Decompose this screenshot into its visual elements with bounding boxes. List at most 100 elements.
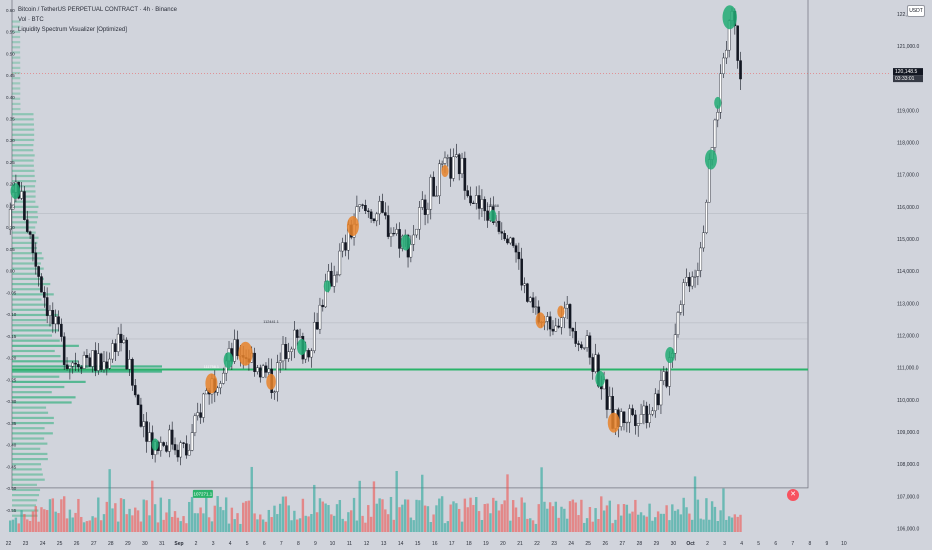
volume-bar [196, 513, 199, 532]
tradingview-logo-icon[interactable]: ✕ [787, 489, 799, 501]
volume-profile-bar [12, 427, 45, 430]
candle-body [125, 339, 129, 370]
volume-profile-bar [12, 51, 21, 54]
volume-bar [645, 516, 648, 532]
volume-bar [409, 517, 413, 532]
symbol-title[interactable]: Bitcoin / TetherUS PERPETUAL CONTRACT · … [18, 7, 177, 13]
volume-bar [406, 499, 410, 532]
volume-bar [88, 520, 91, 532]
currency-button[interactable]: USDT [907, 5, 925, 17]
liquidity-bubble [535, 312, 546, 329]
volume-profile-bar [12, 56, 21, 59]
volume-bar [344, 521, 347, 532]
indicator-label[interactable]: Liquidity Spectrum Visualizer [Optimized… [18, 27, 127, 33]
candle-body [418, 207, 421, 230]
volume-bar [256, 519, 259, 532]
volume-bar [708, 519, 711, 532]
candle-body [494, 220, 498, 223]
volume-bar [398, 507, 401, 532]
left-axis-tick: 0.55 [6, 30, 15, 35]
volume-profile-bar [12, 406, 47, 409]
volume-bar [418, 500, 421, 532]
volume-bar [125, 514, 128, 532]
candle-body [293, 329, 296, 350]
candle-body [500, 231, 504, 234]
left-axis-tick: -0.40 [6, 443, 17, 448]
liquidity-bubble [704, 149, 717, 170]
volume-bar [65, 518, 69, 532]
volume-profile-bar [12, 499, 38, 502]
left-axis-tick: -0.20 [6, 356, 17, 361]
volume-bar [699, 518, 702, 532]
volume-bar [134, 507, 137, 532]
candle-body [37, 266, 40, 277]
time-axis-label: 4 [229, 541, 232, 547]
volume-profile-bar [12, 149, 34, 152]
candle-body [483, 199, 487, 212]
liquidity-bubble [722, 5, 737, 30]
volume-profile-bar [12, 319, 47, 322]
candle-body [435, 195, 438, 197]
candle-body [74, 362, 77, 365]
volume-profile-bar [12, 360, 79, 363]
volume-bar [480, 519, 484, 532]
time-axis-label: Oct [686, 541, 695, 547]
liquidity-bubble [595, 370, 605, 387]
volume-bar [57, 513, 60, 532]
time-axis-label: 11 [347, 541, 352, 547]
volume-bar [438, 498, 441, 532]
left-axis-tick: -0.55 [6, 508, 17, 513]
candle-body [577, 343, 580, 345]
candle-body [40, 276, 43, 293]
candle-body [685, 277, 688, 283]
volume-bar [45, 510, 49, 532]
volume-bar [213, 505, 217, 532]
volume-profile-bar [12, 344, 79, 347]
liquidity-bubble [238, 341, 253, 366]
candle-body [395, 229, 398, 234]
bubble-label: 115568 [487, 204, 499, 208]
volume-bar [273, 505, 276, 532]
liquidity-bubble [714, 96, 722, 109]
candle-body [122, 339, 126, 344]
volume-bar [168, 499, 171, 532]
left-axis-tick: 0.40 [6, 95, 15, 100]
volume-bar [466, 507, 469, 532]
volume-bar [642, 515, 646, 532]
time-axis-label: 4 [740, 541, 743, 547]
time-axis-label: 6 [263, 541, 266, 547]
time-axis-label: 5 [757, 541, 760, 547]
candle-body [509, 237, 512, 244]
volume-bar [119, 498, 123, 532]
candle-body [514, 245, 518, 253]
candle-body [375, 213, 379, 222]
volume-bar [602, 510, 606, 532]
volume-bar [511, 500, 515, 532]
candle-body [111, 343, 114, 360]
volume-profile-bar [12, 303, 48, 306]
volume-profile-bar [12, 411, 49, 414]
candle-body [591, 357, 595, 372]
volume-bar [639, 512, 643, 532]
volume-bar [350, 510, 353, 532]
candle-body [634, 414, 637, 426]
candle-body [165, 445, 168, 452]
volume-bar [514, 507, 518, 532]
candle-body [190, 432, 194, 451]
volume-bar [369, 516, 373, 532]
volume-indicator-label[interactable]: Vol · BTC [18, 17, 44, 23]
volume-bar [14, 517, 18, 532]
candle-body [133, 385, 137, 396]
volume-bar [571, 499, 575, 532]
volume-bar [472, 504, 475, 532]
candle-body [258, 367, 262, 378]
volume-bar [307, 516, 310, 532]
candle-body [321, 304, 325, 308]
volume-bar [43, 509, 46, 532]
time-axis-label: 22 [6, 541, 12, 547]
candle-body [65, 364, 69, 369]
time-axis-label: 2 [706, 541, 709, 547]
candle-body [344, 242, 347, 251]
volume-bar [432, 514, 435, 532]
